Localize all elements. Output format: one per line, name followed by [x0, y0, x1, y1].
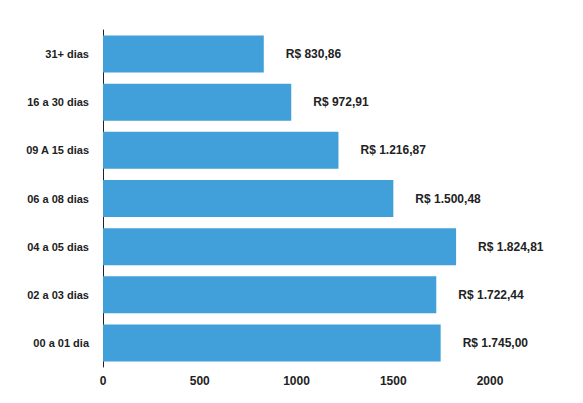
- svg-text:R$ 1.824,81: R$ 1.824,81: [478, 240, 544, 254]
- svg-text:500: 500: [190, 374, 210, 388]
- svg-text:R$ 1.722,44: R$ 1.722,44: [458, 288, 524, 302]
- svg-text:16 a 30 dias: 16 a 30 dias: [27, 96, 89, 108]
- svg-text:31+ dias: 31+ dias: [45, 48, 89, 60]
- svg-text:06 a 08 dias: 06 a 08 dias: [27, 193, 89, 205]
- svg-text:0: 0: [100, 374, 107, 388]
- svg-text:R$ 1.216,87: R$ 1.216,87: [360, 143, 426, 157]
- svg-text:1000: 1000: [283, 374, 310, 388]
- svg-text:R$ 1.500,48: R$ 1.500,48: [415, 192, 481, 206]
- svg-text:04 a 05 dias: 04 a 05 dias: [27, 241, 89, 253]
- svg-text:R$ 830,86: R$ 830,86: [286, 47, 342, 61]
- svg-text:2000: 2000: [477, 374, 504, 388]
- svg-text:02 a 03 dias: 02 a 03 dias: [27, 289, 89, 301]
- svg-text:00 a 01 dia: 00 a 01 dia: [33, 337, 90, 349]
- svg-text:1500: 1500: [380, 374, 407, 388]
- svg-text:R$ 972,91: R$ 972,91: [313, 95, 369, 109]
- svg-text:09 A 15 dias: 09 A 15 dias: [26, 144, 89, 156]
- svg-text:R$ 1.745,00: R$ 1.745,00: [463, 336, 529, 350]
